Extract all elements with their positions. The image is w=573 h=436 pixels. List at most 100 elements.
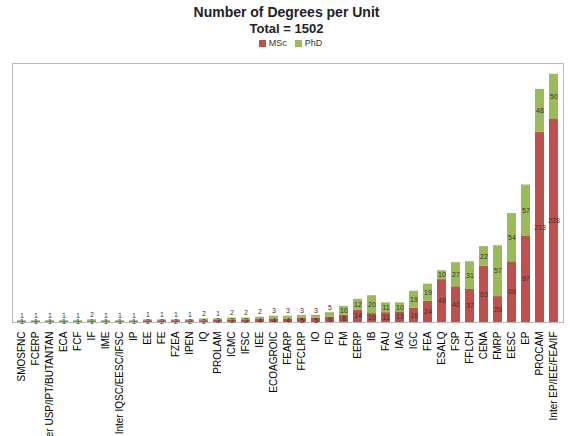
- svg-text:29: 29: [494, 306, 502, 313]
- svg-text:1: 1: [118, 318, 122, 325]
- svg-text:EERP: EERP: [352, 331, 363, 359]
- svg-text:1: 1: [160, 311, 164, 318]
- svg-text:2: 2: [202, 318, 206, 325]
- svg-text:IQ: IQ: [198, 331, 209, 342]
- svg-text:3: 3: [314, 307, 318, 314]
- svg-text:ESALQ: ESALQ: [436, 331, 447, 365]
- svg-text:ICMC: ICMC: [226, 332, 237, 358]
- svg-text:2: 2: [160, 318, 164, 325]
- svg-text:PROLAM: PROLAM: [212, 332, 223, 374]
- svg-text:1: 1: [132, 318, 136, 325]
- svg-text:228: 228: [548, 217, 560, 224]
- svg-text:14: 14: [354, 312, 362, 319]
- svg-text:3: 3: [230, 317, 234, 324]
- svg-text:1: 1: [90, 318, 94, 325]
- svg-text:11: 11: [382, 314, 389, 321]
- svg-text:1: 1: [62, 312, 66, 319]
- svg-text:4: 4: [258, 317, 262, 324]
- svg-text:3: 3: [300, 307, 304, 314]
- svg-text:16: 16: [410, 312, 418, 319]
- svg-text:FSP: FSP: [450, 331, 461, 351]
- svg-text:IME: IME: [100, 331, 111, 349]
- svg-text:1: 1: [216, 310, 220, 317]
- svg-text:5: 5: [314, 317, 318, 324]
- svg-text:54: 54: [508, 234, 516, 241]
- svg-text:Inter USP/IPT/BUTANTAN: Inter USP/IPT/BUTANTAN: [44, 332, 55, 436]
- svg-text:2: 2: [258, 308, 262, 315]
- svg-text:57: 57: [522, 207, 530, 214]
- svg-text:1: 1: [146, 311, 150, 318]
- svg-text:1: 1: [48, 318, 52, 325]
- svg-text:FMRP: FMRP: [492, 331, 503, 360]
- svg-text:IO: IO: [310, 331, 321, 342]
- svg-text:CENA: CENA: [478, 331, 489, 359]
- svg-text:1: 1: [174, 311, 178, 318]
- svg-text:2: 2: [188, 318, 192, 325]
- svg-text:97: 97: [522, 275, 530, 282]
- svg-text:FAU: FAU: [380, 332, 391, 351]
- svg-text:EESC: EESC: [506, 332, 517, 359]
- svg-text:213: 213: [534, 224, 546, 231]
- svg-text:IEE: IEE: [254, 331, 265, 347]
- svg-text:IGC: IGC: [408, 332, 419, 350]
- svg-text:IP: IP: [128, 331, 139, 341]
- svg-text:10: 10: [368, 314, 376, 321]
- svg-text:IF: IF: [86, 332, 97, 341]
- svg-text:1: 1: [132, 312, 136, 319]
- svg-text:1: 1: [34, 318, 38, 325]
- svg-text:12: 12: [396, 313, 404, 320]
- svg-text:5: 5: [328, 304, 332, 311]
- svg-text:3: 3: [286, 307, 290, 314]
- svg-text:1: 1: [104, 318, 108, 325]
- svg-text:FEA: FEA: [422, 331, 433, 351]
- svg-text:FFLCH: FFLCH: [464, 332, 475, 364]
- svg-text:2: 2: [230, 309, 234, 316]
- svg-text:3: 3: [272, 307, 276, 314]
- svg-text:6: 6: [328, 316, 332, 323]
- svg-text:10: 10: [396, 304, 404, 311]
- svg-text:EP: EP: [520, 331, 531, 345]
- svg-text:1: 1: [104, 312, 108, 319]
- svg-text:19: 19: [424, 289, 432, 296]
- svg-text:8: 8: [342, 315, 346, 322]
- svg-text:Inter IQSC/EESC/IFSC: Inter IQSC/EESC/IFSC: [114, 332, 125, 435]
- svg-text:22: 22: [480, 253, 488, 260]
- svg-text:ECA: ECA: [58, 331, 69, 352]
- svg-text:IAG: IAG: [394, 331, 405, 348]
- svg-text:Inter EP/IEE/FEA/IF: Inter EP/IEE/FEA/IF: [548, 332, 559, 421]
- svg-text:20: 20: [368, 301, 376, 308]
- svg-text:IPEN: IPEN: [184, 332, 195, 355]
- svg-text:4: 4: [272, 317, 276, 324]
- svg-text:3: 3: [244, 317, 248, 324]
- svg-text:ECOAGROIC: ECOAGROIC: [268, 332, 279, 393]
- svg-text:48: 48: [536, 107, 544, 114]
- svg-text:5: 5: [300, 317, 304, 324]
- svg-text:1: 1: [20, 318, 24, 325]
- svg-text:2: 2: [146, 318, 150, 325]
- svg-text:1: 1: [76, 312, 80, 319]
- svg-text:SMOSFNC: SMOSFNC: [16, 332, 27, 382]
- svg-text:1: 1: [62, 318, 66, 325]
- svg-text:31: 31: [466, 272, 474, 279]
- svg-text:PROCAM: PROCAM: [534, 332, 545, 376]
- svg-text:1: 1: [20, 312, 24, 319]
- svg-text:11: 11: [382, 304, 389, 311]
- svg-text:1: 1: [34, 312, 38, 319]
- svg-text:FEARP: FEARP: [282, 331, 293, 365]
- svg-text:FZEA: FZEA: [170, 331, 181, 357]
- svg-text:10: 10: [438, 271, 446, 278]
- svg-text:1: 1: [76, 318, 80, 325]
- svg-text:EE: EE: [142, 331, 153, 345]
- svg-text:37: 37: [466, 302, 474, 309]
- svg-text:40: 40: [452, 301, 460, 308]
- svg-text:50: 50: [550, 93, 558, 100]
- svg-text:68: 68: [508, 288, 516, 295]
- svg-text:48: 48: [438, 297, 446, 304]
- svg-text:2: 2: [202, 310, 206, 317]
- svg-text:27: 27: [452, 271, 460, 278]
- svg-text:10: 10: [340, 307, 348, 314]
- svg-text:4: 4: [286, 317, 290, 324]
- svg-text:FM: FM: [338, 332, 349, 346]
- svg-text:24: 24: [424, 308, 432, 315]
- svg-text:1: 1: [118, 312, 122, 319]
